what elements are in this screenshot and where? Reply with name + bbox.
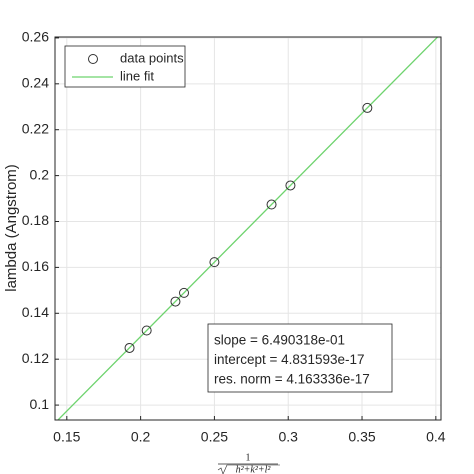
y-tick-label: 0.2 (30, 166, 50, 182)
legend-box (64, 45, 186, 88)
y-tick-label: 0.14 (22, 304, 49, 320)
x-label-numerator: 1 (246, 452, 251, 463)
annotation-line: res. norm = 4.163336e-17 (214, 372, 370, 387)
axes-box (54, 36, 442, 421)
data-point (285, 180, 296, 191)
data-point (141, 325, 152, 336)
x-axis-label: 1 h²+k²+l² (217, 452, 280, 474)
annotation-line: intercept = 4.831593e-17 (214, 352, 365, 367)
y-tick-label: 0.24 (22, 75, 49, 91)
marks (57, 37, 439, 420)
data-point (179, 287, 190, 298)
legend-symbol (88, 54, 98, 64)
fit-line (57, 37, 439, 420)
annotation: slope = 6.490318e-01 intercept = 4.831593… (207, 323, 393, 393)
legend: data points line fit (64, 45, 186, 88)
data-point (266, 199, 277, 210)
x-tick-label: 0.35 (348, 429, 375, 445)
x-tick-label: 0.15 (53, 429, 80, 445)
y-tick-label: 0.26 (22, 29, 49, 45)
x-tick-label: 0.2 (131, 429, 151, 445)
data-point (362, 102, 373, 113)
x-tick-label: 0.3 (278, 429, 298, 445)
y-tick-label: 0.16 (22, 258, 49, 274)
sqrt-sign (217, 464, 280, 474)
y-tick-label: 0.12 (22, 350, 49, 366)
data-point (209, 257, 220, 268)
data-point (170, 296, 181, 307)
data-point (124, 342, 135, 353)
x-tick-label: 0.4 (426, 429, 446, 445)
annotation-box (207, 323, 393, 393)
y-axis-label: lambda (Angstrom) (3, 164, 20, 292)
legend-label: line fit (120, 68, 154, 83)
x-tick-label: 0.25 (201, 429, 228, 445)
legend-label: data points (120, 50, 184, 65)
ticks: 0.15 0.2 0.25 0.3 0.35 0.4 0.1 0.12 0.14 0.16 0.18… (22, 29, 446, 445)
y-tick-label: 0.22 (22, 120, 49, 136)
y-tick-label: 0.18 (22, 212, 49, 228)
y-tick-label: 0.1 (30, 396, 50, 412)
x-label-denominator: h²+k²+l² (236, 464, 272, 474)
annotation-line: slope = 6.490318e-01 (214, 333, 345, 348)
